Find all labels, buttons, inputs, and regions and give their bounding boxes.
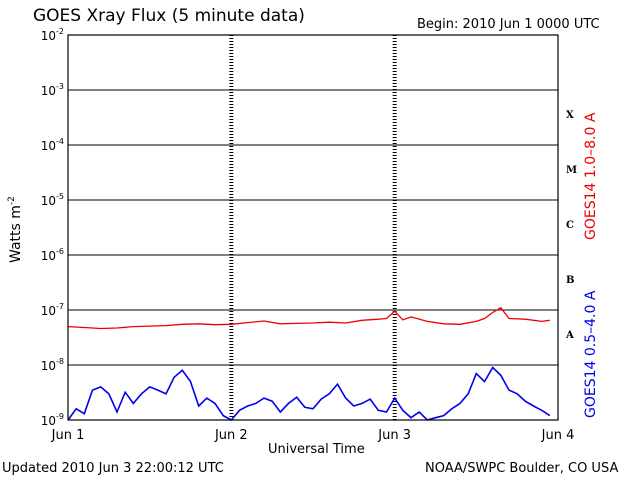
y-tick-exponent: -2 xyxy=(56,27,64,36)
y-tick-exponent: -3 xyxy=(56,82,64,91)
day-tick-marks xyxy=(229,35,397,420)
y-tick-label: 10-9 xyxy=(24,412,64,428)
y-tick-base: 10 xyxy=(40,304,57,318)
x-tick-label: Jun 4 xyxy=(541,428,575,443)
y-tick-exponent: -8 xyxy=(56,357,64,366)
y-axis-label-exponent: -2 xyxy=(7,196,17,206)
y-tick-label: 10-6 xyxy=(24,247,64,263)
series-line-short xyxy=(67,366,551,422)
y-tick-base: 10 xyxy=(40,359,57,373)
y-tick-base: 10 xyxy=(40,194,57,208)
legend-long-channel: GOES14 1.0–8.0 A xyxy=(583,112,599,240)
class-label-c: C xyxy=(566,220,574,231)
y-tick-base: 10 xyxy=(40,249,57,263)
horizontal-gridlines xyxy=(68,34,558,421)
y-tick-label: 10-8 xyxy=(24,357,64,373)
y-tick-exponent: -6 xyxy=(56,247,64,256)
x-tick-label: Jun 1 xyxy=(51,428,85,443)
legend-short-channel: GOES14 0.5–4.0 A xyxy=(583,290,599,418)
y-tick-exponent: -4 xyxy=(56,137,64,146)
credit-text: NOAA/SWPC Boulder, CO USA xyxy=(425,461,619,476)
class-label-x: X xyxy=(566,110,574,121)
x-axis-label: Universal Time xyxy=(268,442,365,457)
y-tick-exponent: -5 xyxy=(56,192,64,201)
class-label-a: A xyxy=(566,330,574,341)
chart-title: GOES Xray Flux (5 minute data) xyxy=(33,6,305,26)
y-tick-base: 10 xyxy=(40,414,57,428)
y-tick-base: 10 xyxy=(40,84,57,98)
y-tick-label: 10-3 xyxy=(24,82,64,98)
begin-time: Begin: 2010 Jun 1 0000 UTC xyxy=(417,17,600,32)
class-label-b: B xyxy=(566,275,575,286)
y-tick-label: 10-5 xyxy=(24,192,64,208)
series-line-long xyxy=(67,306,550,330)
class-label-m: M xyxy=(566,165,578,176)
x-tick-label: Jun 2 xyxy=(214,428,248,443)
y-tick-exponent: -7 xyxy=(56,302,64,311)
plot-frame xyxy=(67,34,559,421)
y-tick-exponent: -9 xyxy=(56,412,64,421)
y-tick-base: 10 xyxy=(40,29,57,43)
y-tick-label: 10-4 xyxy=(24,137,64,153)
y-axis-label-text: Watts m xyxy=(8,205,24,263)
y-tick-base: 10 xyxy=(40,139,57,153)
series-lines xyxy=(67,306,551,422)
y-axis-label: Watts m-2 xyxy=(7,196,24,263)
updated-timestamp: Updated 2010 Jun 3 22:00:12 UTC xyxy=(2,461,224,476)
y-tick-label: 10-7 xyxy=(24,302,64,318)
y-tick-label: 10-2 xyxy=(24,27,64,43)
x-tick-label: Jun 3 xyxy=(378,428,412,443)
